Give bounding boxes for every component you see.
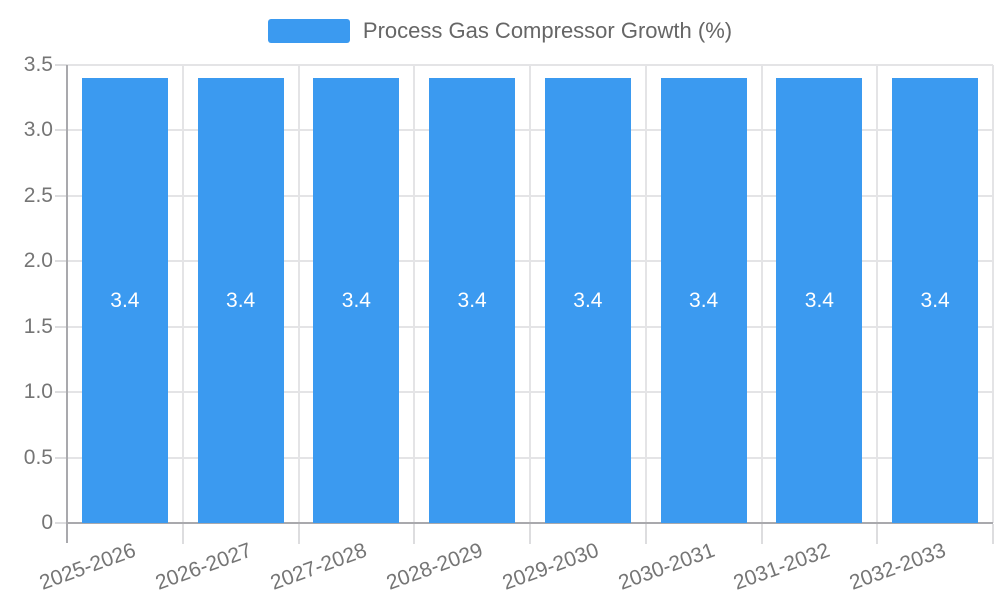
- x-gridline: [413, 65, 416, 523]
- y-tick-label: 0.5: [23, 445, 53, 469]
- x-tick: [992, 524, 994, 544]
- x-gridline: [297, 65, 300, 523]
- x-gridline: [760, 65, 763, 523]
- x-gridline: [529, 65, 531, 523]
- x-tick: [413, 524, 416, 544]
- x-tick: [760, 524, 763, 544]
- bar: [313, 78, 400, 523]
- bar-value-label: 3.4: [110, 288, 140, 312]
- y-tick: [55, 64, 67, 66]
- x-tick: [297, 524, 300, 544]
- y-tick-label: 0: [41, 511, 53, 534]
- legend-label: Process Gas Compressor Growth (%): [362, 18, 733, 43]
- x-tick: [181, 524, 184, 544]
- x-tick: [644, 524, 647, 544]
- bar: [81, 78, 168, 523]
- y-tick-label: 2.0: [23, 249, 53, 273]
- y-tick: [55, 456, 67, 459]
- y-tick: [55, 194, 67, 197]
- bar: [892, 78, 979, 523]
- y-tick: [55, 129, 67, 132]
- y-tick-label: 3.0: [23, 118, 53, 142]
- bar: [429, 78, 516, 523]
- x-tick: [529, 524, 531, 544]
- bar: [544, 78, 631, 523]
- y-tick-label: 1.5: [23, 314, 53, 338]
- bar-value-label: 3.4: [341, 288, 371, 312]
- legend-item[interactable]: Process Gas Compressor Growth (%): [0, 18, 1000, 44]
- x-gridline: [992, 65, 994, 523]
- y-tick-label: 3.5: [23, 53, 53, 76]
- x-tick: [876, 524, 879, 544]
- y-tick: [55, 391, 67, 394]
- y-tick-label: 2.5: [23, 183, 53, 207]
- bar-value-label: 3.4: [804, 288, 834, 312]
- y-tick: [55, 325, 67, 328]
- y-tick: [55, 260, 67, 263]
- legend-swatch: [267, 19, 350, 43]
- bar: [776, 78, 863, 523]
- x-gridline: [876, 65, 879, 523]
- bar-value-label: 3.4: [573, 288, 603, 312]
- x-gridline: [181, 65, 184, 523]
- y-axis-line: [66, 65, 68, 543]
- bar: [197, 78, 284, 523]
- x-axis-line: [67, 522, 993, 524]
- y-tick: [55, 522, 67, 524]
- bar-value-label: 3.4: [920, 288, 950, 312]
- x-gridline: [644, 65, 647, 523]
- y-tick-label: 1.0: [23, 380, 53, 404]
- bar-value-label: 3.4: [457, 288, 487, 312]
- bar: [660, 78, 747, 523]
- bar-value-label: 3.4: [689, 288, 719, 312]
- bar-value-label: 3.4: [226, 288, 256, 312]
